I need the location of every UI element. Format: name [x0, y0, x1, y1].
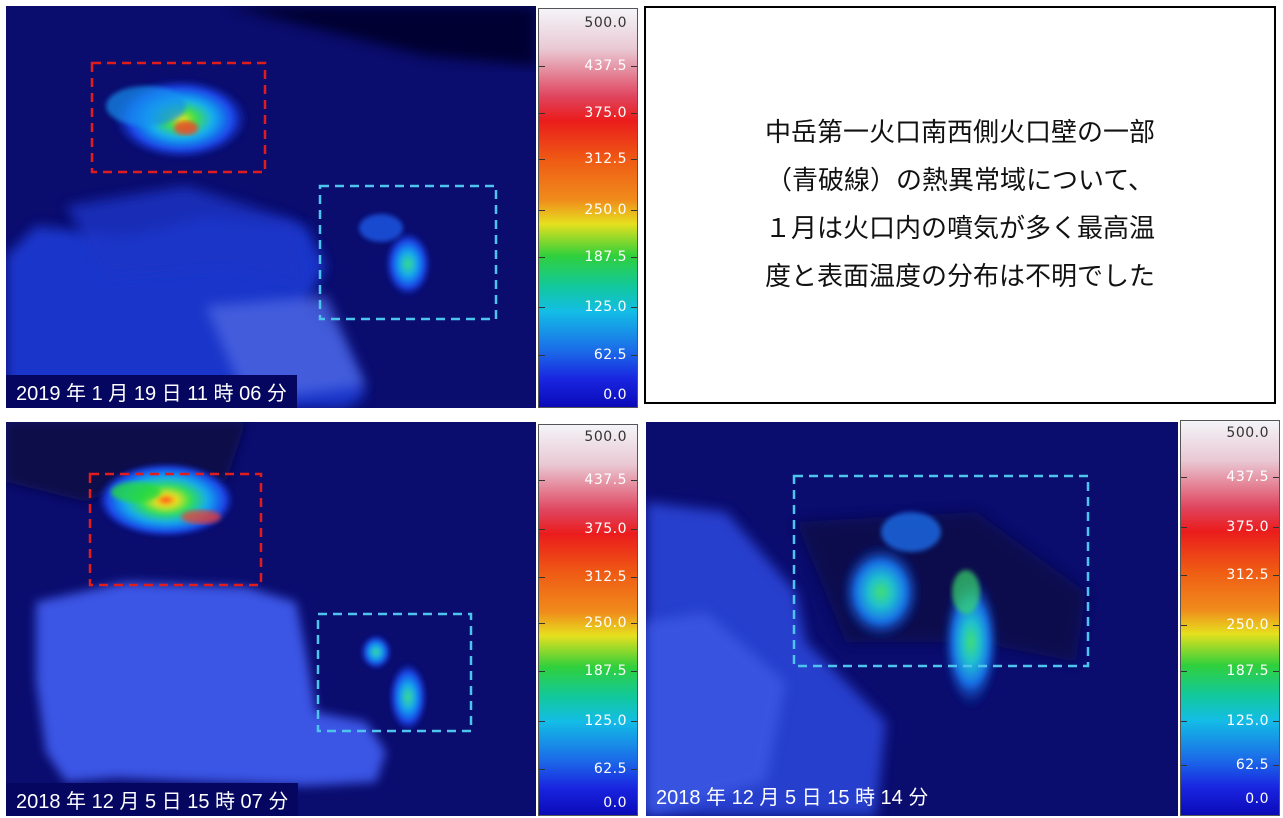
annotation-line: １月は火口内の噴気が多く最高温 [764, 214, 1155, 244]
scale-tick: 500.0 [584, 15, 627, 31]
scale-tick: 312.5 [584, 151, 627, 167]
scale-tick: 437.5 [584, 472, 627, 488]
scale-tick: 62.5 [593, 347, 627, 363]
scale-tick: 375.0 [584, 105, 627, 121]
blue-dashed-box [316, 612, 473, 733]
scale-tick: 250.0 [584, 615, 627, 631]
scale-tick: 375.0 [1226, 519, 1269, 535]
blue-dashed-box [318, 184, 498, 321]
annotation-line: 度と表面温度の分布は不明でした [764, 262, 1155, 292]
scale-tick: 250.0 [584, 202, 627, 218]
temperature-scale-bar: 500.0 437.5 375.0 312.5 250.0 187.5 125.… [538, 424, 638, 816]
scale-tick: 187.5 [1226, 663, 1269, 679]
scale-tick: 0.0 [1245, 791, 1269, 807]
timestamp: 2018 年 12 月 5 日 15 時 14 分 [656, 787, 929, 809]
annotation-box: 中岳第一火口南西側火口壁の一部 （青破線）の熱異常域について、 １月は火口内の噴… [644, 6, 1276, 404]
scale-tick: 0.0 [603, 387, 627, 403]
scale-tick: 500.0 [584, 429, 627, 445]
scale-tick: 125.0 [584, 299, 627, 315]
thermal-image-bottom-left [6, 422, 536, 816]
scale-tick: 125.0 [584, 713, 627, 729]
scale-tick: 312.5 [1226, 567, 1269, 583]
scale-tick: 0.0 [603, 795, 627, 811]
scale-tick: 187.5 [584, 663, 627, 679]
temperature-scale-bar: 500.0 437.5 375.0 312.5 250.0 187.5 125.… [1180, 420, 1280, 816]
thermal-image-2019-01-19: 2019 年 1 月 19 日 11 時 06 分 [6, 6, 536, 408]
scale-tick: 62.5 [593, 761, 627, 777]
scale-tick: 437.5 [584, 58, 627, 74]
red-dashed-box [88, 472, 263, 587]
thermal-image-top-left [6, 6, 536, 408]
scale-tick: 125.0 [1226, 713, 1269, 729]
thermal-image-2018-12-05-1514: 2018 年 12 月 5 日 15 時 14 分 [646, 422, 1178, 816]
scale-tick: 375.0 [584, 521, 627, 537]
thermal-image-bottom-right [646, 422, 1178, 816]
annotation-line: 中岳第一火口南西側火口壁の一部 [764, 118, 1155, 148]
scale-tick: 312.5 [584, 569, 627, 585]
scale-tick: 250.0 [1226, 617, 1269, 633]
thermal-image-2018-12-05-1507: 2018 年 12 月 5 日 15 時 07 分 [6, 422, 536, 816]
scale-tick: 62.5 [1235, 757, 1269, 773]
annotation-line: （青破線）の熱異常域について、 [766, 166, 1154, 196]
scale-tick: 187.5 [584, 249, 627, 265]
timestamp: 2019 年 1 月 19 日 11 時 06 分 [6, 375, 297, 408]
blue-dashed-box [792, 474, 1090, 668]
temperature-scale-bar: 500.0 437.5 375.0 312.5 250.0 187.5 125.… [538, 8, 638, 408]
timestamp: 2018 年 12 月 5 日 15 時 07 分 [6, 783, 299, 816]
scale-tick: 437.5 [1226, 469, 1269, 485]
scale-tick: 500.0 [1226, 425, 1269, 441]
red-dashed-box [90, 61, 267, 174]
